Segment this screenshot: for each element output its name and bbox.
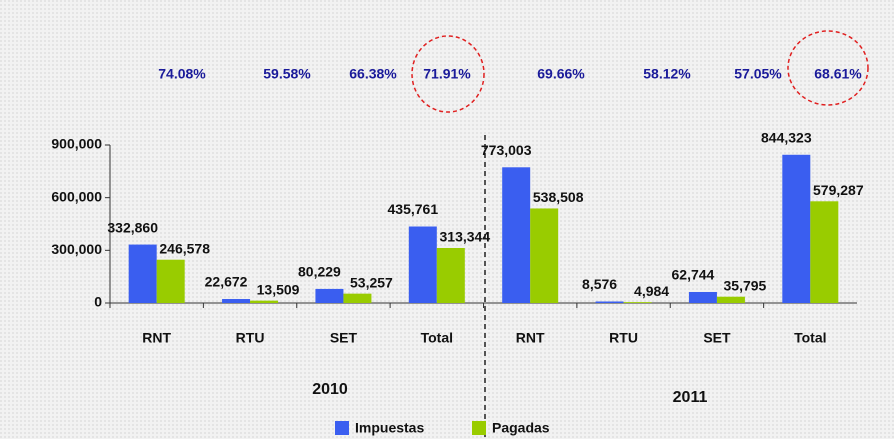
bar: [716, 296, 745, 303]
annotation: 57.05%: [734, 66, 782, 82]
bar: [623, 302, 652, 303]
value-label: 773,003: [481, 142, 532, 158]
bar: [315, 288, 344, 303]
bar: [595, 301, 624, 303]
bar: [688, 291, 717, 303]
value-label: 53,257: [350, 274, 393, 290]
legend-swatch: [472, 421, 486, 435]
annotation: 71.91%: [423, 66, 471, 82]
value-label: 13,509: [257, 281, 300, 297]
x-tick-label: RTU: [609, 330, 638, 346]
bar: [782, 154, 811, 303]
x-tick-label: SET: [330, 330, 358, 346]
x-tick-label: SET: [703, 330, 731, 346]
y-tick-label: 0: [94, 294, 102, 310]
x-tick-label: Total: [794, 330, 826, 346]
value-label: 579,287: [813, 182, 864, 198]
x-tick-label: Total: [421, 330, 453, 346]
value-label: 313,344: [440, 229, 491, 245]
value-label: 844,323: [761, 129, 812, 145]
annotation: 74.08%: [158, 66, 206, 82]
value-label: 35,795: [724, 277, 767, 293]
group-label: 2011: [673, 389, 708, 406]
annotation: 66.38%: [349, 66, 397, 82]
bar: [502, 167, 531, 303]
value-label: 332,860: [107, 219, 158, 235]
value-label: 538,508: [533, 189, 584, 205]
bar: [222, 299, 251, 303]
x-tick-label: RNT: [516, 330, 545, 346]
legend-label: Impuestas: [355, 420, 424, 436]
bar: [156, 259, 185, 303]
highlight-circle: [411, 35, 485, 113]
annotation: 68.61%: [814, 66, 862, 82]
value-label: 8,576: [582, 276, 617, 292]
value-label: 4,984: [634, 283, 669, 299]
y-tick-label: 300,000: [51, 241, 102, 257]
bar: [408, 226, 437, 303]
bar: [436, 247, 465, 303]
bar: [128, 244, 157, 303]
bar: [250, 300, 279, 303]
value-label: 246,578: [159, 240, 210, 256]
bar: [530, 208, 559, 303]
group-label: 2010: [312, 381, 348, 398]
y-tick-label: 900,000: [51, 136, 102, 152]
highlight-circle: [787, 30, 869, 106]
value-label: 62,744: [672, 267, 715, 283]
y-tick-label: 600,000: [51, 188, 102, 204]
annotation: 59.58%: [263, 66, 311, 82]
x-tick-label: RTU: [236, 330, 265, 346]
x-tick-label: RNT: [142, 330, 171, 346]
legend-swatch: [335, 421, 349, 435]
annotation: 58.12%: [643, 66, 691, 82]
annotation: 69.66%: [537, 66, 585, 82]
legend-label: Pagadas: [492, 420, 550, 436]
value-label: 435,761: [388, 201, 439, 217]
value-label: 80,229: [298, 264, 341, 280]
value-label: 22,672: [205, 274, 248, 290]
bar: [343, 293, 372, 303]
bar: [810, 201, 839, 303]
